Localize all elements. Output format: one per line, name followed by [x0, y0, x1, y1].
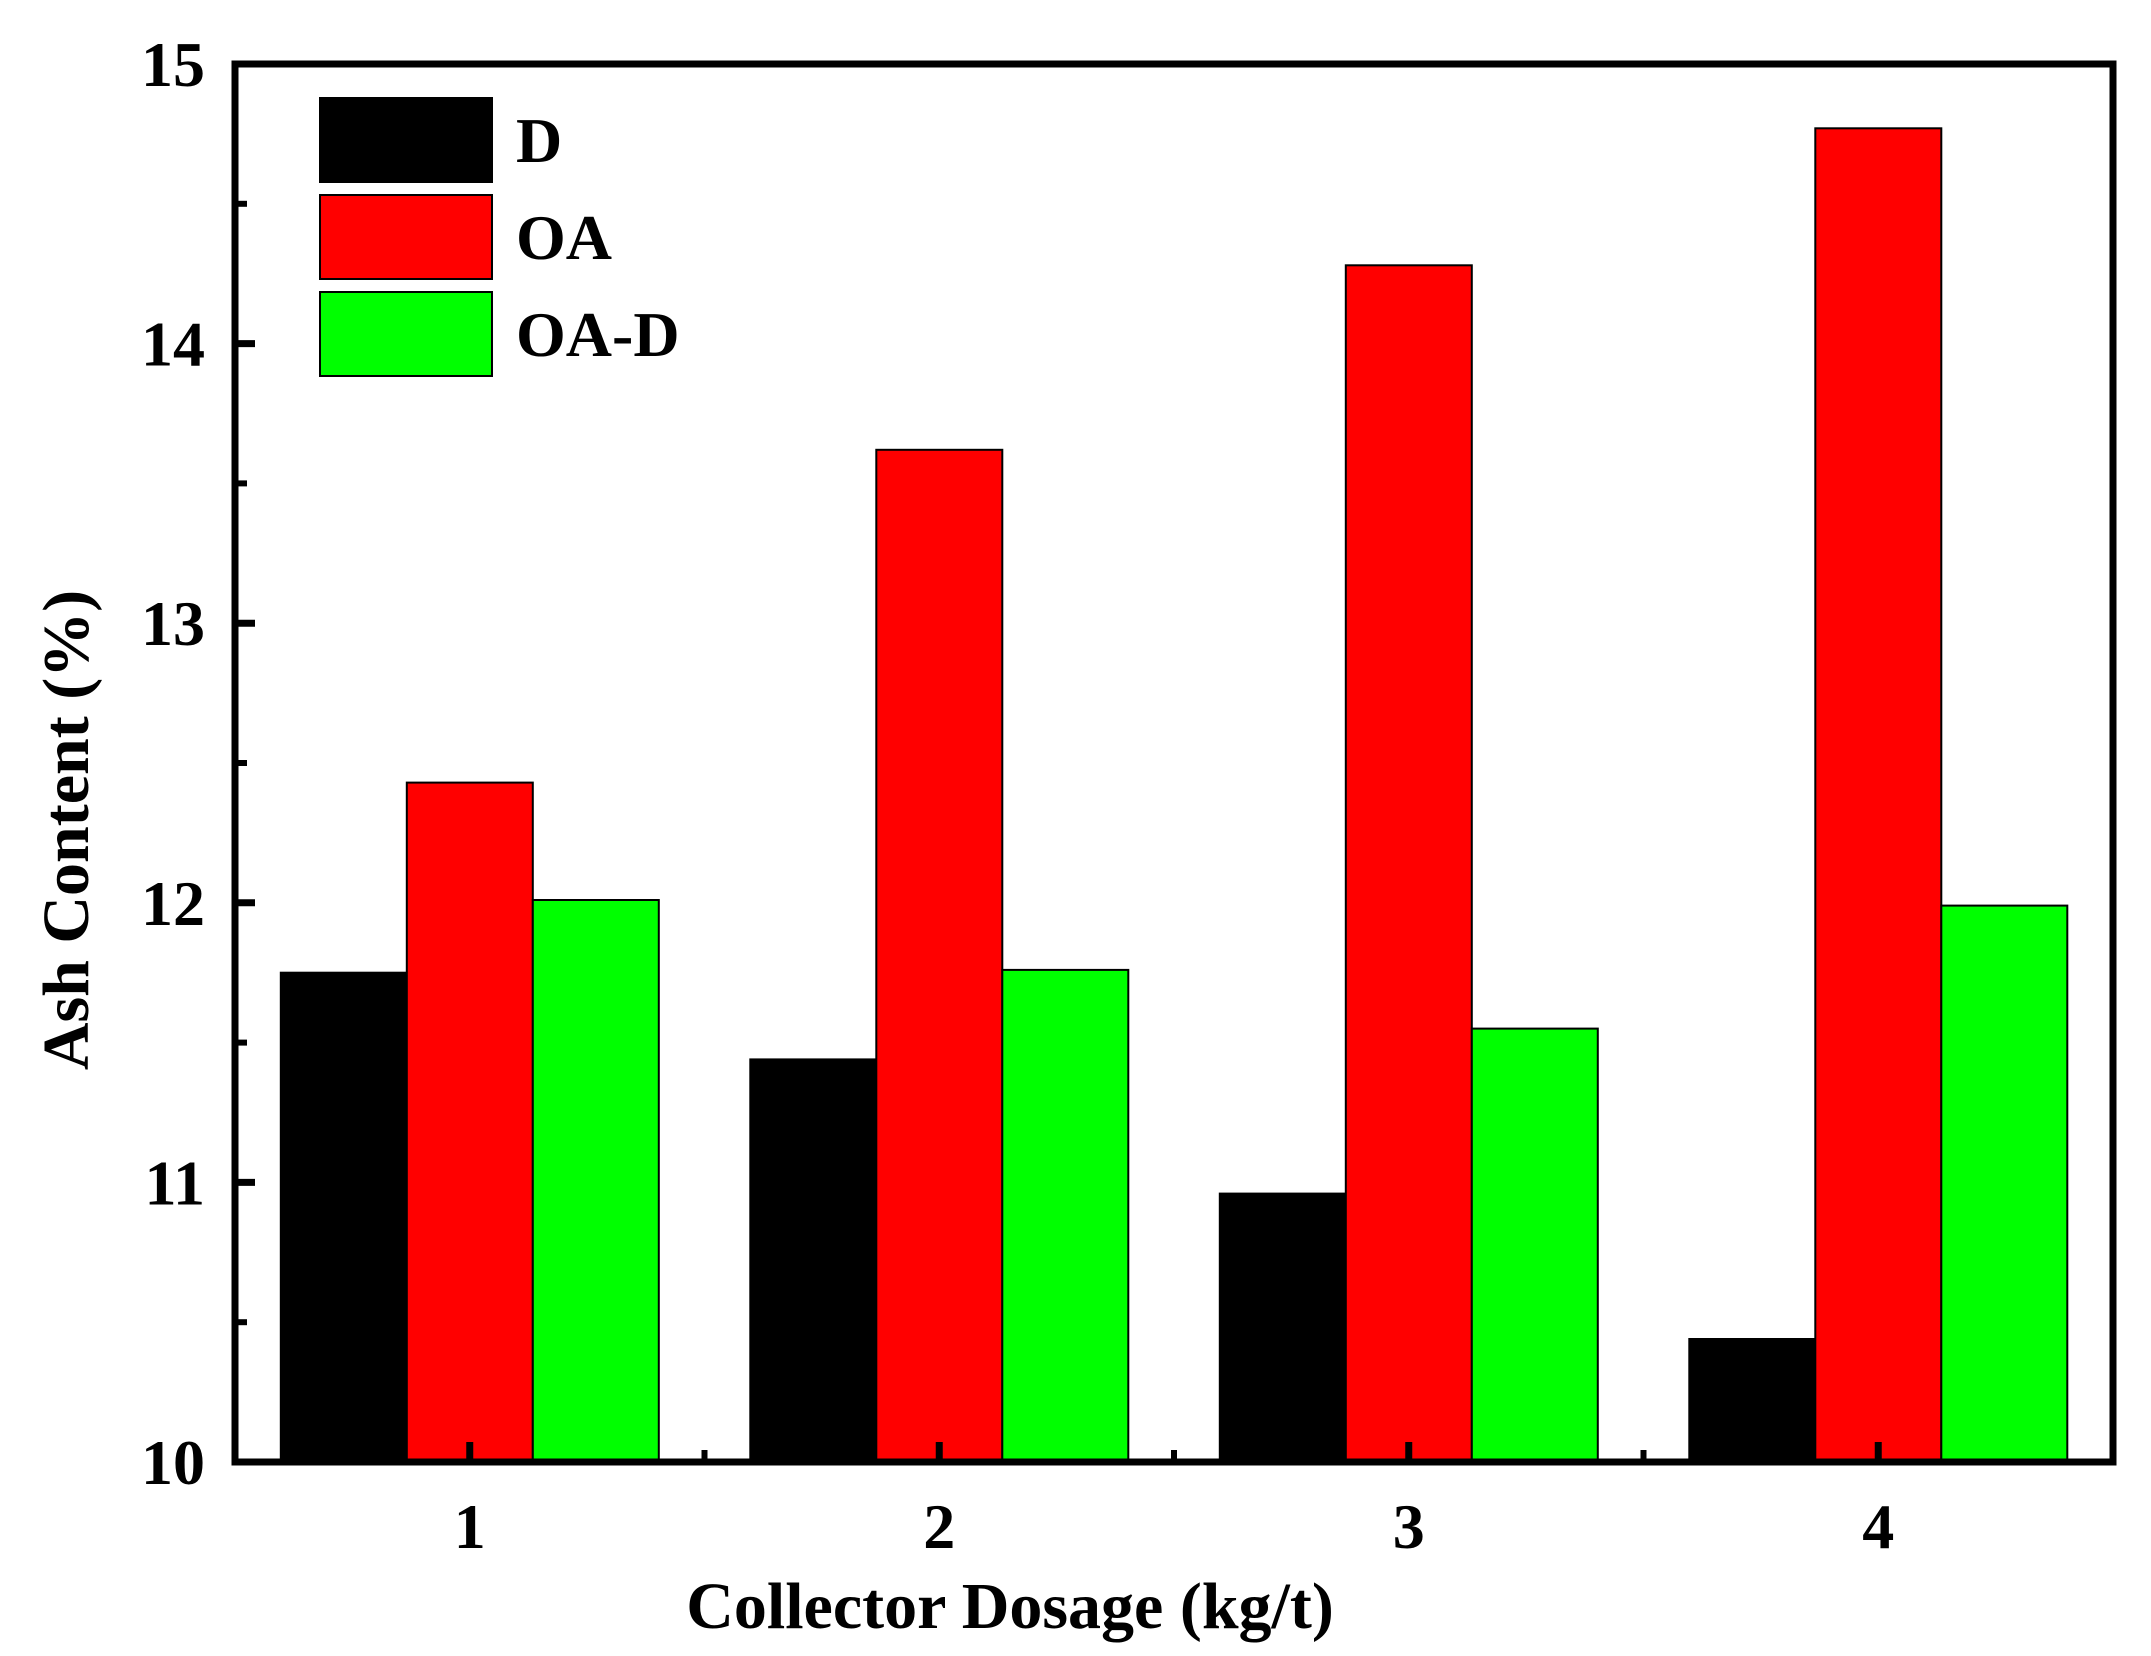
- bar-oa-d-2: [1001, 968, 1130, 1464]
- bars: [279, 127, 2069, 1464]
- plot-frame: [231, 60, 2117, 1466]
- legend-label-d: D: [516, 105, 562, 176]
- bar-oa-4: [1814, 127, 1943, 1463]
- bar-d-1: [279, 971, 408, 1463]
- legend-label-oa-d: OA-D: [516, 299, 680, 370]
- bar-oa-1: [405, 781, 534, 1463]
- legend: D OA OA-D: [319, 97, 680, 377]
- x-tick-label-3: 3: [1393, 1491, 1425, 1562]
- x-axis-ticks: 1 2 3 4: [454, 1442, 1894, 1562]
- bar-oa-d-1: [531, 899, 660, 1463]
- bar-oa-d-4: [1940, 904, 2069, 1463]
- y-axis-ticks: 10 11 12 13 14 15: [141, 29, 255, 1498]
- bar-oa-d-3: [1470, 1027, 1599, 1463]
- bar-d-4: [1688, 1338, 1817, 1463]
- x-tick-label-4: 4: [1862, 1491, 1894, 1562]
- y-axis-title: Ash Content (%): [30, 590, 103, 1070]
- x-axis-title: Collector Dosage (kg/t): [686, 1570, 1334, 1643]
- bar-oa-2: [875, 448, 1004, 1463]
- bar-d-3: [1218, 1192, 1347, 1463]
- y-tick-label: 11: [145, 1147, 205, 1218]
- y-tick-label: 10: [141, 1427, 205, 1498]
- legend-swatch-oa-d: [319, 291, 493, 377]
- x-tick-label-1: 1: [454, 1491, 486, 1562]
- bar-oa-3: [1344, 264, 1473, 1463]
- y-tick-label: 15: [141, 29, 205, 100]
- y-tick-label: 13: [141, 588, 205, 659]
- x-tick-label-2: 2: [923, 1491, 955, 1562]
- y-tick-label: 12: [141, 868, 205, 939]
- legend-swatch-d: [319, 97, 493, 183]
- y-tick-label: 14: [141, 309, 205, 380]
- legend-label-oa: OA: [516, 202, 612, 273]
- bar-d-2: [749, 1058, 878, 1464]
- legend-swatch-oa: [319, 194, 493, 280]
